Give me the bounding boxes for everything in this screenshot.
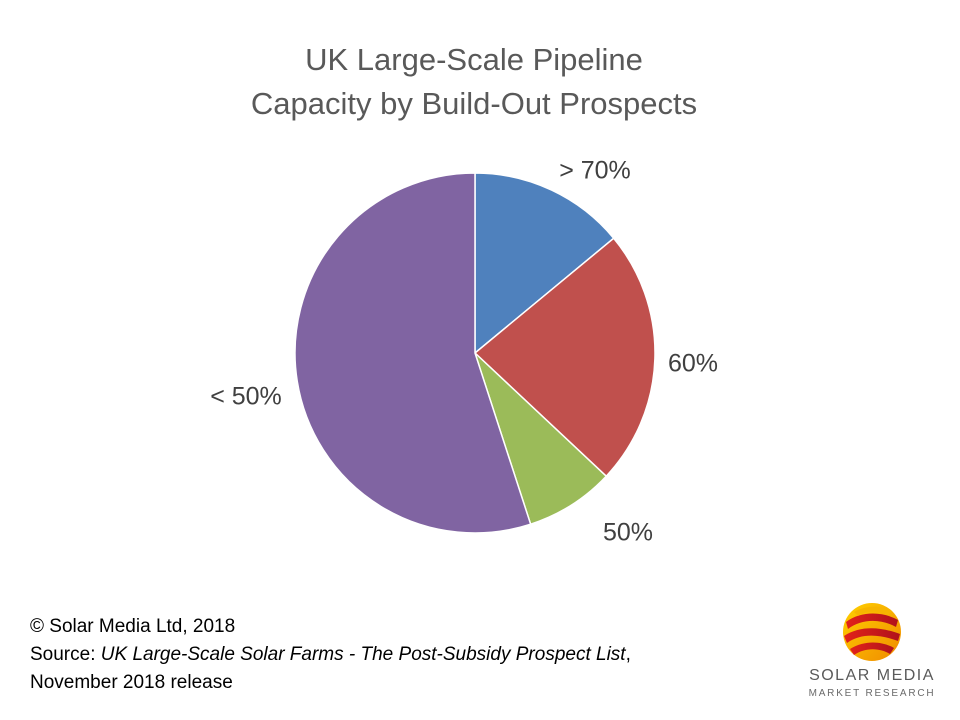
source-prefix: Source: [30,644,101,665]
source-line: Source: UK Large-Scale Solar Farms - The… [30,641,631,669]
slice-label: > 70% [559,157,631,185]
pie-chart: > 70% 60% 50% < 50% [210,157,718,547]
pie-slice [474,352,608,526]
chart-title-line1: UK Large-Scale Pipeline [305,42,643,77]
pie-slice [294,172,532,534]
pie-slice [474,172,615,355]
logo-subtitle: MARKET RESEARCH [808,688,936,699]
release-text: November 2018 release [30,672,233,693]
chart-title: UK Large-Scale Pipeline Capacity by Buil… [0,38,948,126]
logo-name: SOLAR MEDIA [809,667,935,684]
slice-label: < 50% [210,383,282,411]
footer: © Solar Media Ltd, 2018 Source: UK Large… [30,613,631,697]
pie-slice [473,237,656,478]
source-suffix: , [625,644,631,665]
slice-label: 60% [668,350,718,378]
globe-icon [843,603,901,661]
copyright-text: © Solar Media Ltd, 2018 [30,616,236,637]
chart-subtitle: Capacity by Build-Out Prospects [250,86,698,121]
pie-slices [294,172,656,534]
solar-media-logo: SOLAR MEDIA MARKET RESEARCH [806,600,938,704]
pie-labels: > 70% 60% 50% < 50% [210,157,718,547]
source-title: UK Large-Scale Solar Farms - The Post-Su… [100,644,626,665]
slice-label: 50% [603,519,653,547]
